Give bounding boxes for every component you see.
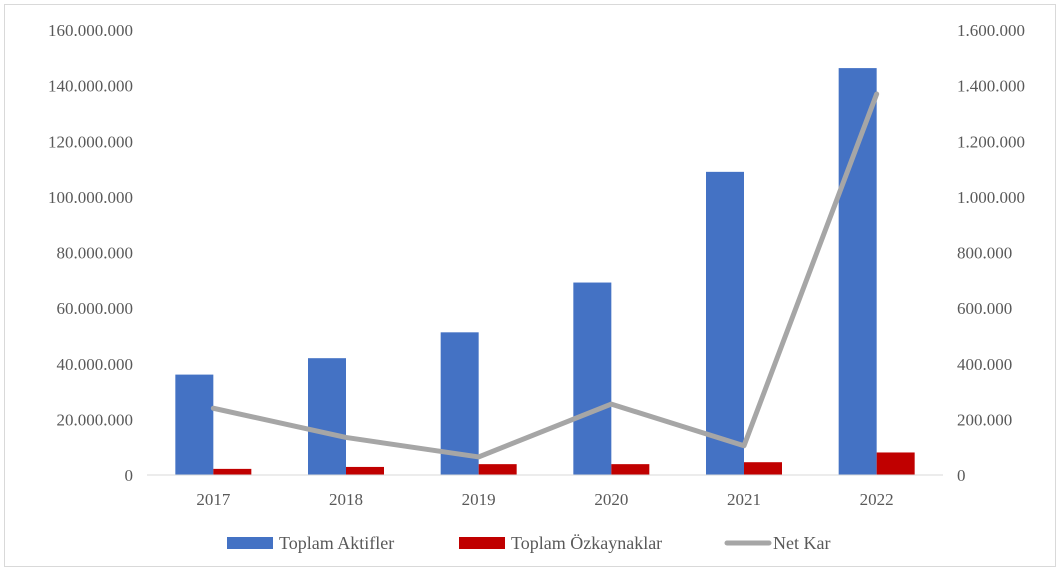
- bar-toplam-aktifler-2017: [175, 374, 214, 475]
- x-axis-tick-label: 2019: [462, 490, 496, 509]
- left-axis-tick-label: 0: [125, 466, 134, 485]
- left-axis-tick-label: 20.000.000: [57, 410, 134, 429]
- line-series-group: [210, 91, 880, 460]
- right-axis-tick-label: 1.400.000: [957, 77, 1025, 96]
- x-axis-tick-label: 2017: [196, 490, 231, 509]
- bar-toplam-ozkaynaklar-2017: [213, 468, 252, 475]
- right-axis-tick-label: 800.000: [957, 244, 1012, 263]
- x-axis: 2017 2018 2019 2020 2021 2022: [196, 490, 893, 509]
- left-axis-tick-label: 120.000.000: [48, 132, 133, 151]
- left-axis-tick-label: 40.000.000: [57, 355, 134, 374]
- right-axis-tick-label: 400.000: [957, 355, 1012, 374]
- bar-toplam-aktifler-2020: [573, 282, 612, 475]
- left-axis-tick-label: 80.000.000: [57, 244, 134, 263]
- bar-toplam-ozkaynaklar-2021: [744, 462, 782, 475]
- legend-swatch-toplam-aktifler: [227, 537, 273, 549]
- x-axis-tick-label: 2022: [860, 490, 894, 509]
- left-axis-tick-label: 60.000.000: [57, 299, 134, 318]
- legend: Toplam Aktifler Toplam Özkaynaklar Net Kar: [227, 533, 830, 553]
- left-axis-tick-label: 100.000.000: [48, 188, 133, 207]
- bars-group: [175, 68, 915, 476]
- x-axis-tick-label: 2020: [594, 490, 628, 509]
- left-axis: 0 20.000.000 40.000.000 60.000.000 80.000.00…: [48, 21, 133, 485]
- x-axis-tick-label: 2021: [727, 490, 761, 509]
- left-axis-tick-label: 160.000.000: [48, 21, 133, 40]
- right-axis-tick-label: 0: [957, 466, 966, 485]
- bar-toplam-ozkaynaklar-2018: [346, 466, 384, 475]
- x-axis-tick-label: 2018: [329, 490, 363, 509]
- combo-chart: 0 20.000.000 40.000.000 60.000.000 80.000.00…: [48, 21, 1025, 553]
- bar-toplam-ozkaynaklar-2022: [876, 452, 915, 475]
- right-axis-tick-label: 1.600.000: [957, 21, 1025, 40]
- legend-label-toplam-ozkaynaklar: Toplam Özkaynaklar: [511, 533, 662, 553]
- bar-toplam-ozkaynaklar-2020: [611, 464, 650, 475]
- left-axis-tick-label: 140.000.000: [48, 77, 133, 96]
- bar-toplam-aktifler-2021: [706, 171, 744, 475]
- bar-toplam-aktifler-2022: [838, 68, 877, 476]
- right-axis-tick-label: 600.000: [957, 299, 1012, 318]
- right-axis-tick-label: 1.200.000: [957, 132, 1025, 151]
- legend-label-net-kar: Net Kar: [773, 533, 830, 553]
- legend-swatch-toplam-ozkaynaklar: [459, 537, 505, 549]
- chart-frame: 0 20.000.000 40.000.000 60.000.000 80.000.00…: [4, 4, 1056, 567]
- line-net-kar: [210, 91, 880, 460]
- right-axis-tick-label: 200.000: [957, 410, 1012, 429]
- right-axis: 0 200.000 400.000 600.000 800.000 1.000.000 1.…: [957, 21, 1025, 485]
- legend-label-toplam-aktifler: Toplam Aktifler: [279, 533, 394, 553]
- bar-toplam-aktifler-2018: [308, 358, 346, 475]
- bar-toplam-ozkaynaklar-2019: [478, 464, 517, 475]
- right-axis-tick-label: 1.000.000: [957, 188, 1025, 207]
